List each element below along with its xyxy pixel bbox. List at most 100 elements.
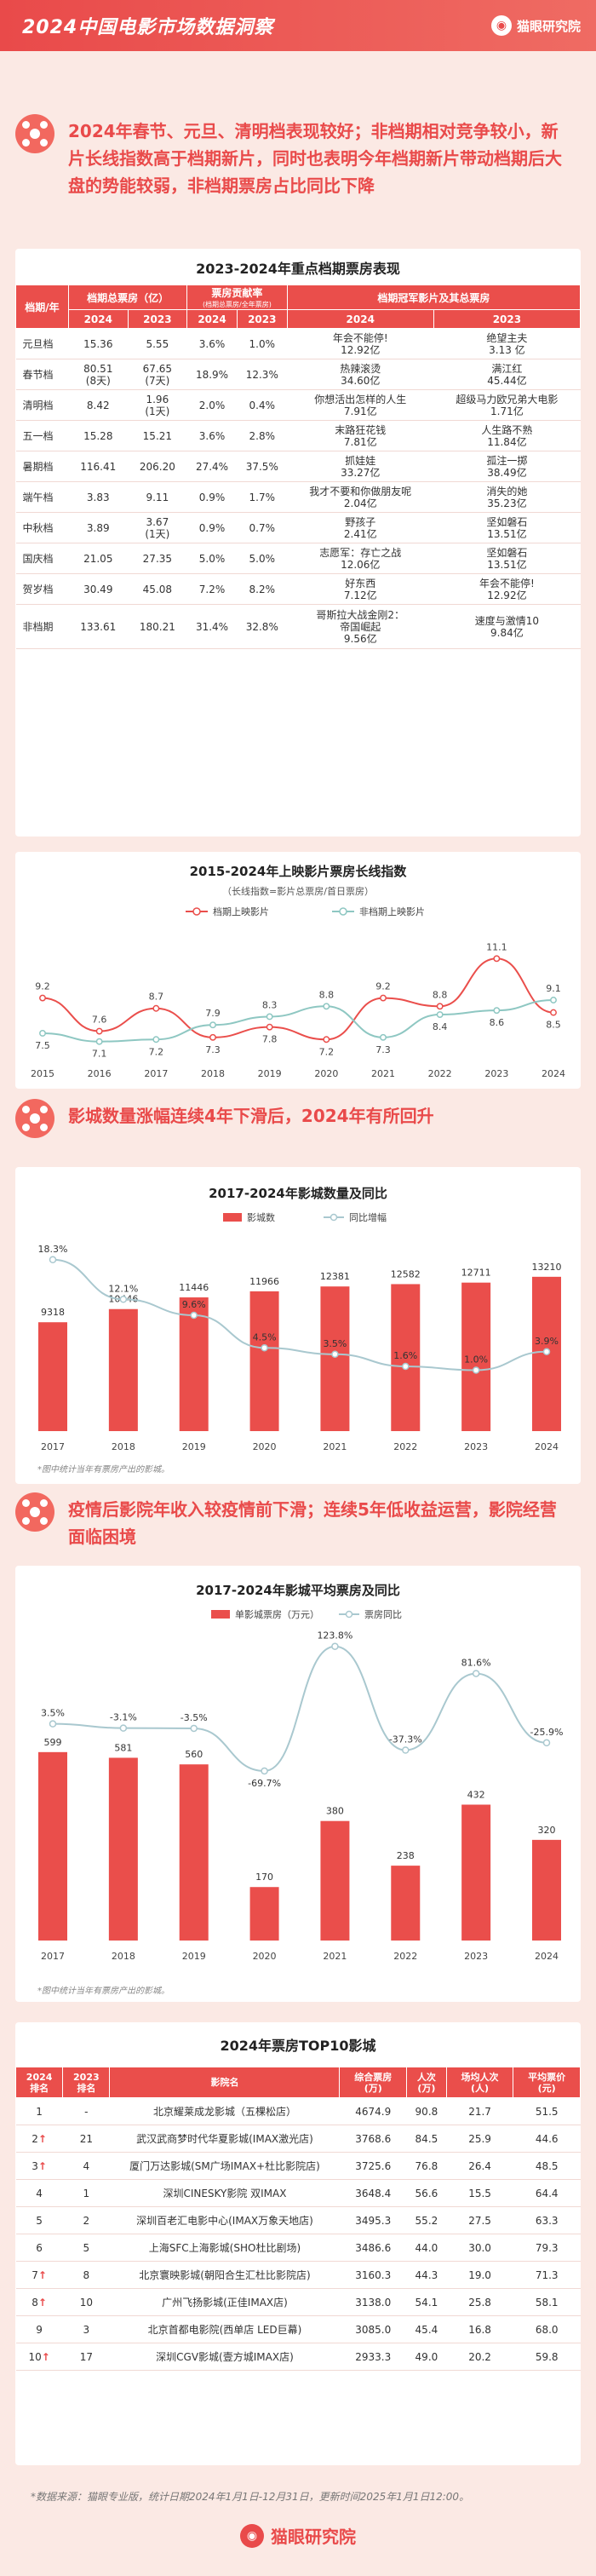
rank-2024-cell: 4	[15, 2179, 63, 2207]
header-banner: 2024中国电影市场数据洞察 ◉ 猫眼研究院	[0, 0, 596, 51]
data-point	[380, 1033, 387, 1041]
table2-col-header: 2023 排名	[62, 2067, 111, 2098]
x-tick-label: 2019	[258, 1068, 282, 1079]
data-point	[119, 1724, 128, 1732]
footer-brand: ◉ 猫眼研究院	[0, 2523, 596, 2548]
box-cell: 3648.4	[339, 2179, 407, 2207]
data-label: 7.2	[149, 1046, 164, 1057]
box-cell: 116.41	[68, 451, 129, 482]
data-point	[261, 1344, 268, 1352]
chart-note: *图中统计当年有票房产出的影城。	[37, 1465, 169, 1475]
box-cell: 80.51 (8天)	[68, 359, 129, 390]
x-tick-label: 2022	[428, 1068, 452, 1079]
avg-attendance-cell: 27.5	[446, 2206, 513, 2234]
cat-eye-logo-icon: ◉	[490, 15, 512, 36]
box-cell: 133.61	[68, 604, 129, 649]
table2-col-header: 2024 排名	[14, 2067, 64, 2098]
section-header-text: 2024年春节、元旦、清明档表现较好；非档期相对竞争较小，新片长线指数高于档期新…	[68, 121, 562, 196]
share-cell: 0.9%	[186, 512, 238, 543]
x-tick-label: 2024	[535, 1951, 559, 1962]
x-tick-label: 2021	[323, 1951, 347, 1962]
col-period: 档期/年	[15, 285, 69, 329]
page-title: 2024中国电影市场数据洞察	[22, 17, 274, 38]
section-header-text: 疫情后影院年收入较疫情前下滑；连续5年低收益运营，影院经营面临困境	[68, 1499, 557, 1547]
avg-attendance-cell: 19.0	[446, 2261, 513, 2289]
legend-swatch	[211, 1610, 230, 1619]
table2-col-header: 场均人次 (人)	[445, 2067, 514, 2098]
champion-cell: 孤注一掷 38.49亿	[433, 451, 581, 482]
share-cell: 0.7%	[237, 512, 288, 543]
box-cell: 15.28	[68, 420, 129, 451]
x-tick-label: 2020	[253, 1441, 277, 1452]
data-label: 8.5	[546, 1020, 561, 1031]
legend-marker	[345, 1610, 353, 1619]
bar	[532, 1839, 561, 1941]
share-cell: 5.0%	[186, 543, 238, 574]
attendance-cell: 90.8	[406, 2097, 447, 2125]
share-cell: 12.3%	[237, 359, 288, 390]
box-cell: 3085.0	[339, 2315, 407, 2343]
col-year: 2023	[236, 309, 288, 329]
col-share: 票房贡献率 (档期总票房/全年票房)	[186, 285, 288, 310]
cinema-name-cell: 上海SFC上海影城(SHO杜比剧场)	[109, 2234, 340, 2262]
period-cell: 非档期	[15, 604, 69, 649]
bar	[461, 1282, 491, 1431]
chart-card-longtail: 2015-2024年上映影片票房长线指数 （长线指数=影片总票房/首日票房） 档期上…	[15, 852, 581, 1089]
table-row: 元旦档 15.36 5.55 3.6% 1.0% 年会不能停! 12.92亿 绝望主夫 3.13…	[15, 328, 581, 359]
x-tick-label: 2017	[41, 1951, 65, 1962]
bar	[461, 1804, 491, 1941]
box-cell: 3160.3	[339, 2261, 407, 2289]
share-cell: 1.7%	[237, 481, 288, 513]
x-tick-label: 2024	[535, 1441, 559, 1452]
legend-marker	[192, 907, 201, 916]
longtail-line-chart: 2015-2024年上映影片票房长线指数 （长线指数=影片总票房/首日票房） 档期上…	[31, 864, 565, 1079]
champion-cell: 消失的她 35.23亿	[433, 481, 581, 513]
data-point	[39, 1030, 46, 1037]
box-cell: 3486.6	[339, 2234, 407, 2262]
data-label: 7.1	[92, 1049, 107, 1060]
x-tick-label: 2022	[393, 1441, 417, 1452]
box-cell: 15.36	[68, 328, 129, 359]
bar-value-label: 380	[326, 1806, 344, 1817]
line-value-label: 1.0%	[464, 1354, 488, 1366]
avg-price-cell: 71.3	[513, 2261, 581, 2289]
box-cell: 3768.6	[339, 2125, 407, 2153]
champion-cell: 坚如磐石 13.51亿	[433, 543, 581, 574]
section-header-1: 2024年春节、元旦、清明档表现较好；非档期相对竞争较小，新片长线指数高于档期新…	[0, 114, 596, 199]
line-value-label: 3.5%	[323, 1338, 347, 1349]
rank-2023-cell: -	[62, 2097, 110, 2125]
line-value-label: 1.6%	[393, 1350, 417, 1361]
rank-2024-cell: 2↑	[15, 2125, 63, 2153]
avg-attendance-cell: 16.8	[446, 2315, 513, 2343]
legend-marker	[339, 907, 347, 916]
data-point	[119, 1296, 128, 1303]
line-value-label: 3.9%	[535, 1336, 559, 1347]
line-value-label: 12.1%	[108, 1283, 138, 1294]
cinema-count-chart: 2017-2024年影城数量及同比影城数同比增幅9318104461144611…	[38, 1186, 562, 1452]
box-cell: 3.89	[68, 512, 129, 543]
series-line	[42, 957, 554, 1041]
cinema-name-cell: 厦门万达影城(SM广场IMAX+杜比影院店)	[109, 2152, 340, 2180]
box-cell: 27.35	[128, 543, 187, 574]
bar-value-label: 581	[114, 1742, 132, 1753]
legend-marker	[330, 1213, 338, 1222]
line-value-label: -3.1%	[110, 1712, 137, 1723]
table-row: 1- 北京耀莱成龙影城（五棵松店） 4674.9 90.8 21.7 51.5	[15, 2097, 581, 2125]
legend-label: 同比增幅	[349, 1211, 387, 1223]
data-source-note: *数据来源：猫眼专业版，统计日期2024年1月1日-12月31日，更新时间202…	[31, 2491, 470, 2503]
rank-2024-cell: 7↑	[15, 2261, 63, 2289]
series-line	[42, 999, 554, 1043]
x-tick-label: 2020	[253, 1951, 277, 1962]
bar-value-label: 560	[185, 1749, 203, 1760]
data-point	[493, 1007, 501, 1015]
box-cell: 3.67 (1天)	[128, 512, 187, 543]
data-point	[472, 1670, 480, 1677]
data-point	[331, 1350, 339, 1358]
box-cell: 3725.6	[339, 2152, 407, 2180]
avg-attendance-cell: 20.2	[446, 2343, 513, 2371]
avg-price-cell: 79.3	[513, 2234, 581, 2262]
cinema-name-cell: 深圳CGV影城(壹方城IMAX店)	[109, 2343, 340, 2371]
period-box-office-table: 档期/年 档期总票房（亿） 票房贡献率 (档期总票房/全年票房) 档期冠军影片及其…	[15, 285, 582, 649]
bar	[108, 1757, 138, 1941]
col-champion: 档期冠军影片及其总票房	[286, 285, 582, 310]
